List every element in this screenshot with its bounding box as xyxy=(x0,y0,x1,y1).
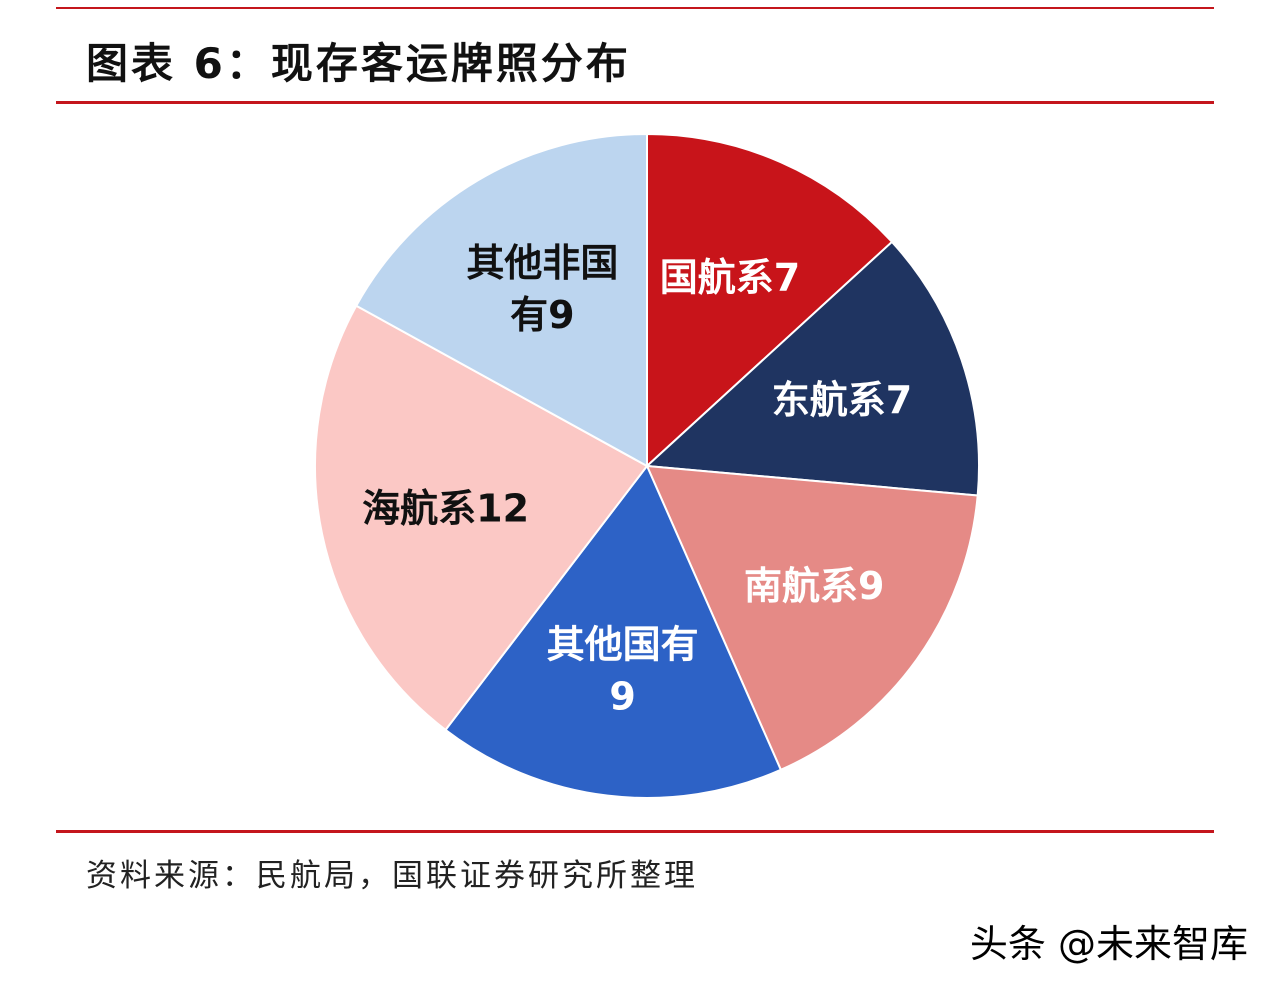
pie-slice-5 xyxy=(354,132,648,468)
pie-slice-2 xyxy=(645,464,979,772)
pie-labels: 国航系7 东航系7 南航系9 其他国有 9 海航系12 其他非国有9 xyxy=(362,241,912,719)
bottom-rule xyxy=(56,830,1214,833)
slice-label-line: 有9 xyxy=(510,293,574,337)
slice-label-0: 国航系7 xyxy=(660,256,800,300)
slice-label-line: 其他国有 xyxy=(547,622,699,666)
figure-title: 图表 6：现存客运牌照分布 xyxy=(86,39,631,88)
slice-label-line: 其他非国 xyxy=(466,241,618,285)
pie-slices xyxy=(314,132,980,799)
slice-label-line: 东航系7 xyxy=(772,378,912,422)
slice-label-3: 其他国有 9 xyxy=(547,622,699,718)
slice-label-4: 海航系12 xyxy=(362,486,529,530)
slice-label-5: 其他非国有9 xyxy=(466,241,618,337)
pie-slice-3 xyxy=(444,464,783,799)
slice-label-line: 国航系7 xyxy=(660,256,800,300)
source-note: 资料来源：民航局，国联证券研究所整理 xyxy=(86,858,698,894)
slice-label-line: 9 xyxy=(609,674,635,718)
watermark: 头条 @未来智库 xyxy=(969,922,1248,966)
title-rule xyxy=(56,101,1214,104)
slice-label-1: 东航系7 xyxy=(772,378,912,422)
slice-label-line: 南航系9 xyxy=(744,564,884,608)
pie-slice-1 xyxy=(644,240,980,497)
slice-label-line: 海航系12 xyxy=(362,486,529,530)
top-rule xyxy=(56,7,1214,9)
pie-slice-4 xyxy=(314,304,649,732)
slice-label-2: 南航系9 xyxy=(744,564,884,608)
pie-slice-0 xyxy=(646,132,894,469)
